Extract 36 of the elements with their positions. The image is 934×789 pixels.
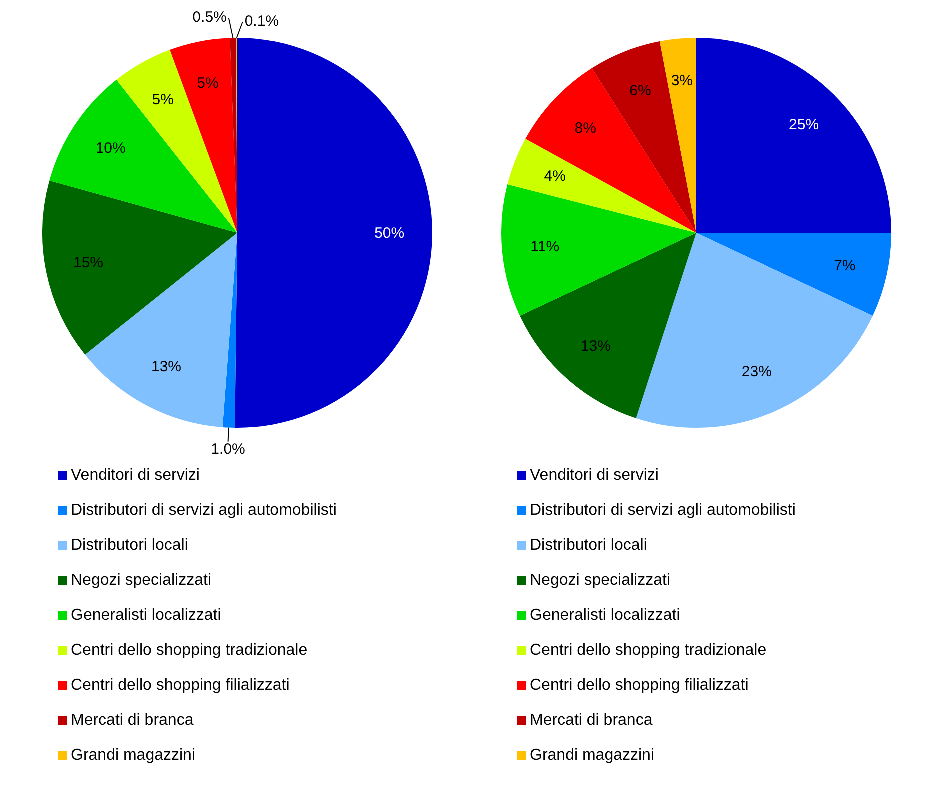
legend-label: Venditori di servizi: [530, 466, 659, 484]
data-label: 3%: [671, 72, 694, 90]
data-label: 10%: [96, 140, 126, 157]
data-label: 25%: [789, 116, 820, 134]
data-label: 23%: [742, 364, 772, 381]
legend-label: Mercati di branca: [71, 712, 194, 730]
legend-label: Distributori di servizi agli automobilisti: [530, 502, 796, 520]
legend-label: Distributori locali: [530, 536, 648, 554]
legend-label: Centri dello shopping tradizionale: [530, 642, 767, 660]
data-label: 13%: [151, 358, 182, 376]
data-label: 8%: [574, 120, 596, 138]
data-label: 4%: [544, 168, 566, 186]
data-label: 50%: [374, 225, 405, 242]
data-label: 15%: [73, 254, 104, 272]
data-label: 5%: [152, 91, 174, 108]
legend-label: Grandi magazzini: [530, 746, 654, 764]
legend-label: Negozi specializzati: [71, 572, 212, 590]
data-label: 13%: [580, 338, 611, 356]
legend-label: Mercati di branca: [530, 712, 653, 730]
data-label: 7%: [834, 257, 856, 274]
data-label: 5%: [197, 74, 219, 92]
legend-label: Negozi specializzati: [530, 572, 671, 590]
data-label: 0.5%: [192, 9, 227, 26]
legend-label: Distributori di servizi agli automobilisti: [71, 502, 337, 520]
legend-label: Generalisti localizzati: [530, 606, 680, 624]
data-label: 0.1%: [244, 13, 280, 30]
data-label: 1.0%: [211, 440, 246, 458]
legend-label: Generalisti localizzati: [71, 606, 222, 624]
legend-label: Centri dello shopping filializzati: [530, 676, 749, 694]
legend-label: Grandi magazzini: [71, 746, 196, 764]
legend-label: Venditori di servizi: [71, 466, 200, 484]
legend-label: Centri dello shopping tradizionale: [71, 642, 308, 660]
legend-label: Distributori locali: [71, 536, 188, 554]
data-label: 11%: [530, 238, 560, 256]
data-label: 6%: [630, 82, 652, 100]
legend-label: Centri dello shopping filializzati: [71, 676, 290, 694]
